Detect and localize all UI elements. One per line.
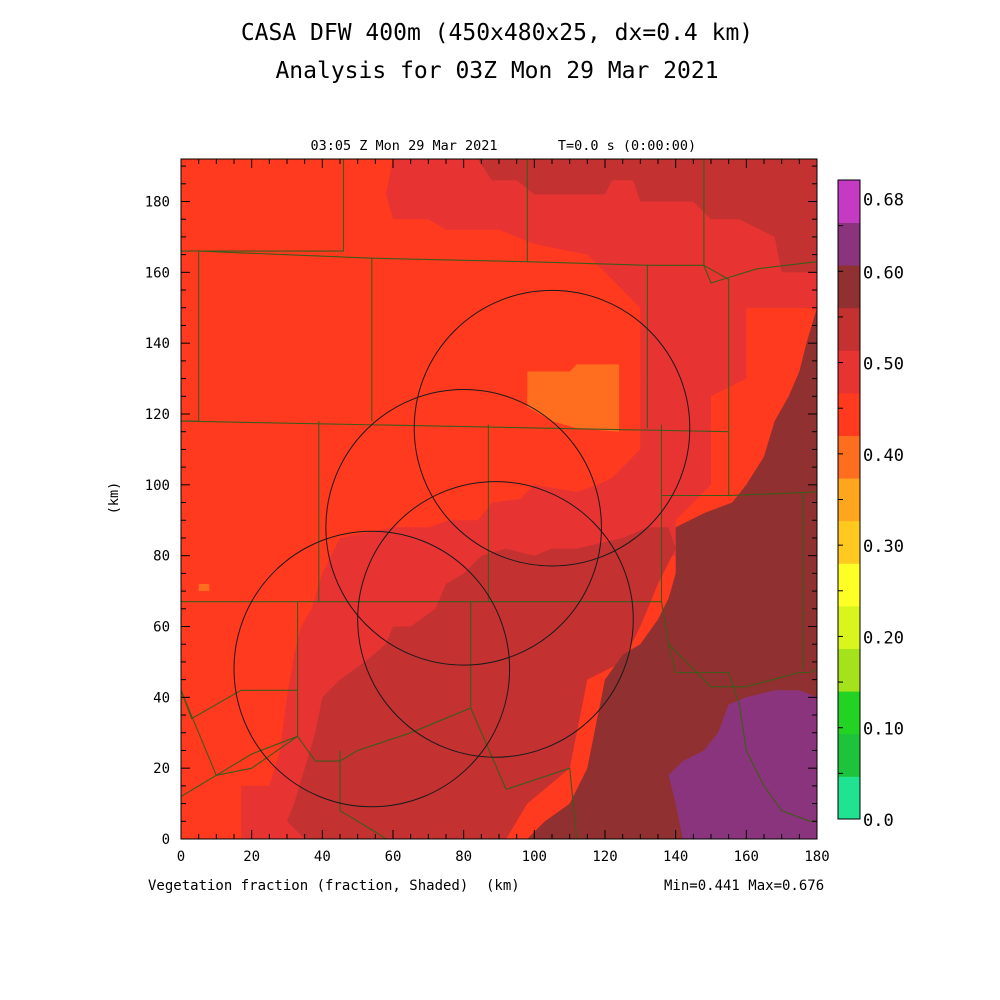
radar-range-circle bbox=[357, 481, 634, 758]
colorbar-swatch bbox=[838, 478, 860, 522]
y-tick-label: 120 bbox=[145, 407, 170, 423]
colorbar-label: 0.0 bbox=[863, 811, 894, 831]
time-step-label: T=0.0 s (0:00:00) bbox=[558, 138, 696, 154]
county-border bbox=[339, 750, 387, 839]
county-border bbox=[703, 261, 817, 284]
county-border bbox=[668, 644, 817, 822]
colorbar-swatch bbox=[838, 350, 860, 394]
colorbar-label: 0.50 bbox=[863, 355, 904, 375]
x-tick-label: 180 bbox=[804, 849, 829, 865]
colorbar-swatch bbox=[838, 222, 860, 266]
colorbar-swatch bbox=[838, 307, 860, 351]
y-tick-label: 160 bbox=[145, 265, 170, 281]
county-border bbox=[703, 264, 817, 497]
colorbar-label: 0.40 bbox=[863, 446, 904, 466]
y-tick-label: 80 bbox=[153, 549, 170, 565]
shaded-region bbox=[668, 690, 817, 839]
x-tick-label: 140 bbox=[663, 849, 688, 865]
y-tick-label: 60 bbox=[153, 620, 170, 636]
county-border bbox=[297, 707, 578, 839]
shaded-region bbox=[527, 364, 620, 432]
y-axis-unit-label: (km) bbox=[106, 482, 122, 515]
shaded-region bbox=[198, 584, 210, 592]
colorbar-swatch bbox=[838, 606, 860, 649]
x-tick-label: 60 bbox=[385, 849, 402, 865]
colorbar-label: 0.30 bbox=[863, 537, 904, 557]
colorbar-swatch bbox=[838, 563, 860, 607]
county-border bbox=[181, 601, 299, 797]
radar-range-circle bbox=[413, 289, 691, 567]
county-border bbox=[181, 690, 298, 777]
colorbar-label: 0.20 bbox=[863, 628, 904, 648]
x-tick-label: 40 bbox=[314, 849, 331, 865]
colorbar-swatch bbox=[838, 733, 860, 777]
y-tick-label: 140 bbox=[145, 336, 170, 352]
county-border bbox=[181, 689, 298, 720]
main-title-line2: Analysis for 03Z Mon 29 Mar 2021 bbox=[275, 58, 718, 84]
county-border bbox=[181, 159, 345, 252]
county-border bbox=[660, 424, 817, 688]
x-tick-label: 160 bbox=[734, 849, 759, 865]
colorbar-swatch bbox=[838, 393, 860, 436]
field-label: Vegetation fraction (fraction, Shaded) bbox=[148, 878, 468, 894]
axis-ticks bbox=[180, 159, 818, 840]
map-area: 0 20 40 60 80 100 120 140 160 180 0 20 40 60 80 100 120 1… bbox=[145, 158, 830, 865]
colorbar-swatch bbox=[838, 776, 860, 820]
colorbar-swatch bbox=[838, 648, 860, 692]
y-tick-label: 20 bbox=[153, 761, 170, 777]
colorbar: 0.0 0.10 0.20 0.30 0.40 0.50 0.60 0.68 bbox=[837, 179, 904, 831]
colorbar-label: 0.68 bbox=[863, 190, 904, 210]
x-tick-label: 80 bbox=[455, 849, 472, 865]
x-tick-label: 0 bbox=[177, 849, 185, 865]
county-border bbox=[181, 420, 729, 433]
radar-range-circle bbox=[325, 389, 602, 666]
x-tick-label: 100 bbox=[522, 849, 547, 865]
main-title-line1: CASA DFW 400m (450x480x25, dx=0.4 km) bbox=[241, 20, 753, 46]
colorbar-swatch bbox=[838, 435, 860, 479]
valid-time-label: 03:05 Z Mon 29 Mar 2021 bbox=[311, 138, 498, 154]
x-axis-unit-label: (km) bbox=[486, 878, 520, 894]
y-tick-label: 0 bbox=[162, 832, 170, 848]
colorbar-label: 0.10 bbox=[863, 720, 904, 740]
min-max-label: Min=0.441 Max=0.676 bbox=[664, 878, 824, 894]
y-tick-label: 40 bbox=[153, 690, 170, 706]
shaded-region bbox=[477, 159, 817, 273]
colorbar-swatch bbox=[838, 180, 860, 223]
x-tick-label: 120 bbox=[592, 849, 617, 865]
colorbar-swatch bbox=[838, 691, 860, 735]
colorbar-label: 0.60 bbox=[863, 263, 904, 283]
radar-range-circle bbox=[233, 530, 511, 808]
shaded-region bbox=[287, 527, 676, 839]
y-tick-label: 180 bbox=[145, 195, 170, 211]
colorbar-swatch bbox=[838, 265, 860, 309]
colorbar-swatch bbox=[838, 520, 860, 564]
x-tick-label: 20 bbox=[243, 849, 260, 865]
y-tick-label: 100 bbox=[145, 478, 170, 494]
